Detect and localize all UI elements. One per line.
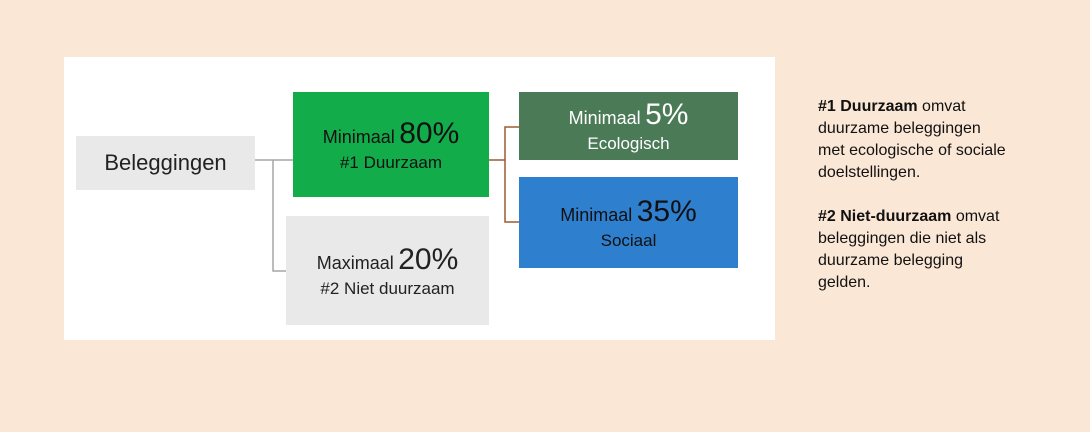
note-term: #1 Duurzaam	[818, 98, 918, 115]
node-label: #1 Duurzaam	[339, 152, 443, 172]
node-sociaal: Minimaal 35% Sociaal	[519, 177, 738, 268]
node-label: Ecologisch	[587, 134, 670, 153]
node-percent: 5%	[645, 98, 689, 131]
note-term: #2 Niet-duurzaam	[818, 208, 952, 225]
node-label: Sociaal	[600, 230, 657, 250]
connector-line	[272, 160, 286, 272]
note: #2 Niet-duurzaam omvat beleggingen die n…	[818, 206, 1010, 294]
note: #1 Duurzaam omvat duurzame beleggingen m…	[818, 96, 1010, 184]
node-prefix: Minimaal	[568, 108, 641, 128]
note-text: omvat duurzame beleggingen met ecologisc…	[818, 98, 1006, 181]
node-label: Beleggingen	[104, 150, 227, 175]
node-prefix: Minimaal	[560, 204, 633, 225]
notes: #1 Duurzaam omvat duurzame beleggingen m…	[818, 96, 1010, 316]
node-duurzaam: Minimaal 80% #1 Duurzaam	[293, 92, 489, 197]
node-percent: 35%	[636, 194, 697, 228]
connector-line	[504, 126, 519, 223]
node-niet-duurzaam: Maximaal 20% #2 Niet duurzaam	[286, 216, 489, 325]
brown-connector	[489, 126, 519, 223]
node-percent: 80%	[399, 116, 460, 150]
node-prefix: Minimaal	[322, 126, 395, 147]
node-label: #2 Niet duurzaam	[320, 278, 455, 298]
gray-connector	[255, 159, 293, 272]
node-root: Beleggingen	[76, 136, 255, 190]
note-text: omvat beleggingen die niet als duurzame …	[818, 208, 1000, 291]
node-percent: 20%	[398, 242, 459, 276]
node-prefix: Maximaal	[316, 252, 394, 273]
node-ecologisch: Minimaal 5% Ecologisch	[519, 92, 738, 160]
